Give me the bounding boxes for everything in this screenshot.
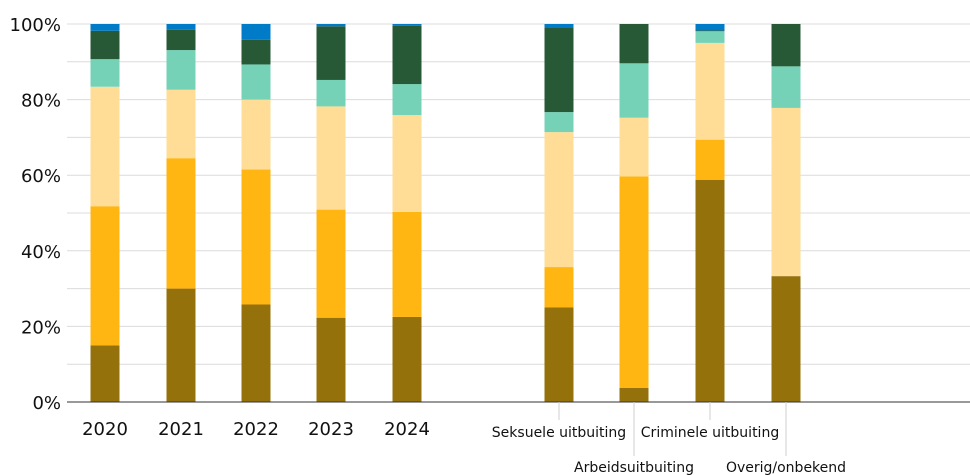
bar-segment xyxy=(544,24,574,28)
gridlines xyxy=(67,23,970,365)
bar-segment xyxy=(316,317,346,402)
bar-segment xyxy=(771,107,801,277)
x-tick-label: Overig/onbekend xyxy=(726,460,846,475)
bar-segment xyxy=(90,30,120,60)
x-tick-label: Arbeidsuitbuiting xyxy=(574,460,694,475)
bar-segment xyxy=(90,345,120,402)
bar-segment xyxy=(544,27,574,113)
y-tick-label: 60% xyxy=(21,166,61,187)
bar-segment xyxy=(166,288,196,402)
bar-segment xyxy=(771,276,801,402)
bar-segment xyxy=(241,64,271,100)
bar-segment xyxy=(619,388,649,402)
y-tick-label: 100% xyxy=(10,15,61,36)
x-tick-label: 2020 xyxy=(82,419,128,440)
bar-segment xyxy=(619,117,649,177)
bar-segment xyxy=(544,112,574,133)
bar-segment xyxy=(392,115,422,212)
x-tick-label: 2021 xyxy=(158,419,204,440)
bar-segment xyxy=(695,31,725,43)
bar-segment xyxy=(90,24,120,31)
bar-segment xyxy=(619,176,649,389)
bar-segment xyxy=(695,179,725,402)
y-axis: 0% 20% 40% 60% 80% 100% xyxy=(10,15,61,414)
bar-segment xyxy=(316,79,346,107)
bar-segment xyxy=(392,25,422,85)
bar-segment xyxy=(166,158,196,289)
bar-segment xyxy=(316,24,346,27)
bar-segment xyxy=(241,39,271,65)
y-tick-label: 0% xyxy=(32,393,61,414)
bar-segment xyxy=(166,50,196,90)
bar-segment xyxy=(619,63,649,118)
bar-segment xyxy=(90,86,120,207)
bar-segment xyxy=(619,24,649,64)
bar-segment xyxy=(316,106,346,210)
y-tick-label: 20% xyxy=(21,317,61,338)
bar-segment xyxy=(316,26,346,80)
bar-segment xyxy=(771,66,801,108)
bar-segment xyxy=(90,206,120,346)
bar-segment xyxy=(241,304,271,402)
bar-segment xyxy=(316,209,346,318)
bar-segment xyxy=(166,29,196,51)
x-tick-label: 2023 xyxy=(308,419,354,440)
x-axis: 2020 2021 2022 2023 2024 Seksuele uitbuiting A… xyxy=(82,402,846,475)
bar-segment xyxy=(392,84,422,116)
bar-segment xyxy=(166,24,196,30)
bar-segment xyxy=(695,139,725,180)
bars xyxy=(90,24,801,402)
x-tick-label: Seksuele uitbuiting xyxy=(492,425,626,441)
bar-segment xyxy=(392,211,422,317)
bar-segment xyxy=(392,24,422,26)
x-tick-label: 2024 xyxy=(384,419,430,440)
y-tick-label: 40% xyxy=(21,242,61,263)
bar-segment xyxy=(695,24,725,31)
bar-segment xyxy=(544,132,574,268)
bar-segment xyxy=(544,267,574,308)
x-tick-label: Criminele uitbuiting xyxy=(641,425,779,441)
bar-segment xyxy=(241,24,271,40)
bar-segment xyxy=(241,99,271,170)
bar-segment xyxy=(695,30,725,32)
x-tick-label: 2022 xyxy=(233,419,279,440)
y-tick-label: 80% xyxy=(21,91,61,112)
bar-segment xyxy=(544,307,574,402)
bar-segment xyxy=(771,24,801,67)
bar-segment xyxy=(166,89,196,159)
bar-segment xyxy=(90,59,120,87)
bar-segment xyxy=(241,169,271,305)
bar-segment xyxy=(695,42,725,140)
bar-segment xyxy=(392,316,422,402)
